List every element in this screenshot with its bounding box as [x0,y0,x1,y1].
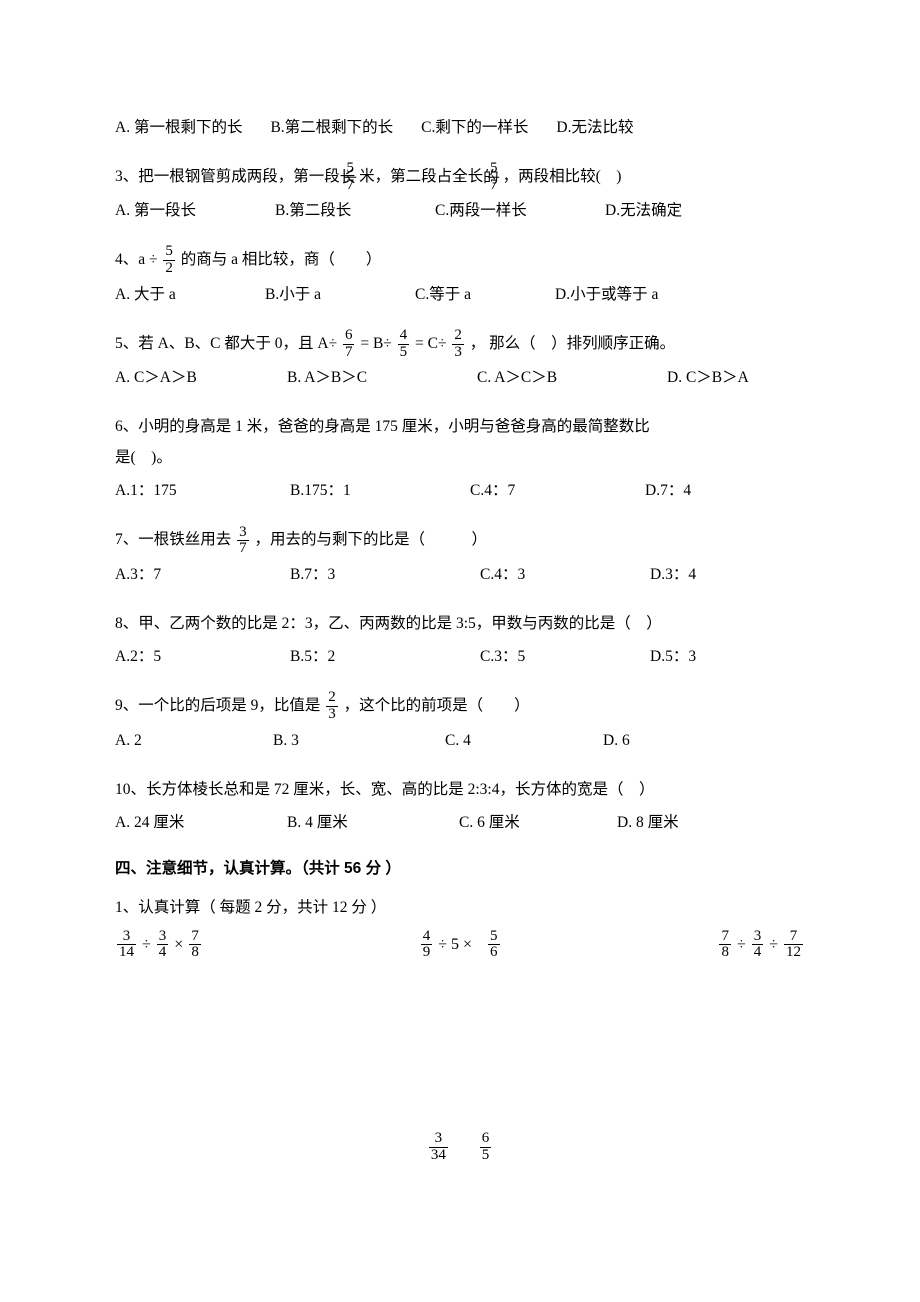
q7-stem-post: ，用去的与剩下的比是（ ） [255,531,488,548]
q5-opt-a: A. C＞A＞B [115,362,287,393]
q4-opt-b: B.小于 a [265,279,415,310]
q6-opt-a: A.1：175 [115,475,290,506]
q8: 8、甲、乙两个数的比是 2：3，乙、丙两数的比是 3:5，甲数与丙数的比是（ ）… [115,608,805,672]
calc1: 314 ÷ 34 × 78 [115,929,203,962]
q7-opt-d: D.3：4 [650,559,696,590]
section4-heading: 四、注意细节，认真计算。（共计 56 分 ） [115,856,805,878]
q4-opt-a: A. 大于 a [115,279,265,310]
q8-stem: 8、甲、乙两个数的比是 2：3，乙、丙两数的比是 3:5，甲数与丙数的比是（ ） [115,608,805,639]
q3-stem-mid: 米，第二段占全长 [355,168,483,185]
q7-opt-b: B.7：3 [290,559,480,590]
q8-opt-c: C.3：5 [480,641,650,672]
q5-stem-post: ， 那么（ ）排列顺序正确。 [470,335,675,352]
q4-opt-c: C.等于 a [415,279,555,310]
q5-opt-b: B. A＞B＞C [287,362,477,393]
q3-stem-post: ，两段相比较( ) [499,168,622,185]
q4-stem-post: 的商与 a 相比较，商（ ） [181,251,382,268]
q2-opt-b: B.第二根剩下的长 [270,112,393,143]
q8-opt-a: A.2：5 [115,641,290,672]
q5-stem-pre: 5、若 A、B、C 都大于 0，且 A÷ [115,335,337,352]
q10-stem: 10、长方体棱长总和是 72 厘米，长、宽、高的比是 2:3:4，长方体的宽是（… [115,774,805,805]
q3-opt-a: A. 第一段长 [115,195,275,226]
q2-opt-a: A. 第一根剩下的长 [115,112,242,143]
q5-eq1: = B÷ [360,335,391,352]
q9-stem-post: ，这个比的前项是（ ） [344,697,530,714]
q3-frac2-wrap: 的57 [483,162,499,193]
calc2: 49 ÷ 5 × 56 [419,929,502,962]
footer-fractions: 334 65 [115,1131,805,1164]
q5-frac1: 67 [343,328,355,361]
q10-opt-d: D. 8 厘米 [617,807,679,838]
calc3: 78 ÷ 34 ÷ 712 [717,929,805,962]
q3-opt-d: D.无法确定 [605,195,682,226]
q10-opt-b: B. 4 厘米 [287,807,459,838]
q5-frac2: 45 [398,328,410,361]
section4-sub1: 1、认真计算（ 每题 2 分，共计 12 分 ） [115,892,805,923]
q3-frac1-wrap: 长57 [340,162,356,193]
q10-opt-a: A. 24 厘米 [115,807,287,838]
q9-stem-pre: 9、一个比的后项是 9，比值是 [115,697,324,714]
q5: 5、若 A、B、C 都大于 0，且 A÷ 67 = B÷ 45 = C÷ 23 … [115,328,805,394]
q2-opt-d: D.无法比较 [556,112,633,143]
q4: 4、a ÷ 52 的商与 a 相比较，商（ ） A. 大于 a B.小于 a C… [115,244,805,310]
q10: 10、长方体棱长总和是 72 厘米，长、宽、高的比是 2:3:4，长方体的宽是（… [115,774,805,838]
q9: 9、一个比的后项是 9，比值是 23 ，这个比的前项是（ ） A. 2 B. 3… [115,690,805,756]
q9-frac: 23 [326,690,338,723]
q6-stem-2: 是( )。 [115,442,805,473]
q2-options: A. 第一根剩下的长 B.第二根剩下的长 C.剩下的一样长 D.无法比较 [115,112,805,143]
q7-opt-c: C.4：3 [480,559,650,590]
q6-stem-1: 6、小明的身高是 1 米，爸爸的身高是 175 厘米，小明与爸爸身高的最简整数比 [115,411,805,442]
q9-opt-b: B. 3 [273,725,445,756]
q7: 7、一根铁丝用去 37 ，用去的与剩下的比是（ ） A.3：7 B.7：3 C.… [115,524,805,590]
q3-opt-b: B.第二段长 [275,195,435,226]
q5-opt-c: C. A＞C＞B [477,362,667,393]
q9-opt-d: D. 6 [603,725,630,756]
q4-opt-d: D.小于或等于 a [555,279,658,310]
q9-opt-c: C. 4 [445,725,603,756]
q6-opt-c: C.4：7 [470,475,645,506]
q10-opt-c: C. 6 厘米 [459,807,617,838]
q5-eq2: = C÷ [415,335,446,352]
q6-opt-b: B.175：1 [290,475,470,506]
q5-opt-d: D. C＞B＞A [667,362,749,393]
q4-stem-pre: 4、a ÷ [115,251,158,268]
q9-opt-a: A. 2 [115,725,273,756]
q2-opt-c: C.剩下的一样长 [421,112,528,143]
q3: 3、把一根钢管剪成两段，第一段长57 米，第二段占全长的57 ，两段相比较( )… [115,161,805,226]
q5-frac3: 23 [452,328,464,361]
q7-stem-pre: 7、一根铁丝用去 [115,531,235,548]
q4-frac: 52 [163,244,175,277]
q8-opt-d: D.5：3 [650,641,696,672]
q7-frac: 37 [237,525,249,558]
q3-stem-pre: 3、把一根钢管剪成两段，第一段 [115,168,340,185]
q6-opt-d: D.7：4 [645,475,691,506]
calc-row-1: 314 ÷ 34 × 78 49 ÷ 5 × 56 78 ÷ 34 ÷ 712 [115,929,805,962]
q6: 6、小明的身高是 1 米，爸爸的身高是 175 厘米，小明与爸爸身高的最简整数比… [115,411,805,506]
q8-opt-b: B.5：2 [290,641,480,672]
q3-opt-c: C.两段一样长 [435,195,605,226]
q7-opt-a: A.3：7 [115,559,290,590]
